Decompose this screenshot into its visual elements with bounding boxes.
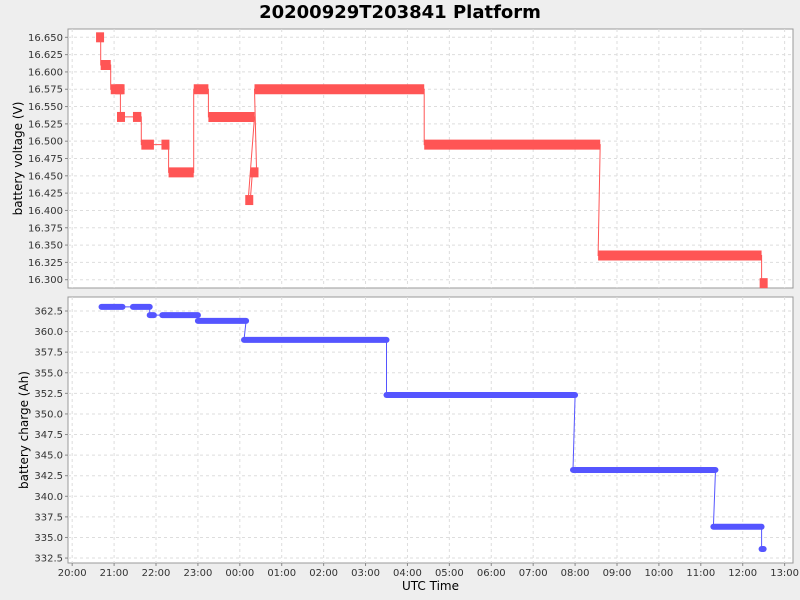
voltage-y-axis-title: battery voltage (V) bbox=[11, 102, 25, 216]
voltage-y-axis: 16.300 16.325 16.350 16.375 16.400 16.425 16.4… bbox=[28, 33, 68, 286]
charge-series bbox=[98, 303, 767, 552]
y-tick-label: 16.325 bbox=[28, 258, 63, 269]
x-tick-label: 10:00 bbox=[644, 568, 673, 579]
y-tick-label: 16.650 bbox=[28, 33, 63, 44]
y-tick-label: 352.5 bbox=[34, 389, 63, 400]
y-tick-label: 335.0 bbox=[34, 533, 63, 544]
y-tick-label: 355.0 bbox=[34, 368, 63, 379]
y-tick-label: 16.575 bbox=[28, 85, 63, 96]
x-axis-title: UTC Time bbox=[402, 579, 459, 593]
x-tick-label: 03:00 bbox=[351, 568, 380, 579]
x-tick-label: 02:00 bbox=[309, 568, 338, 579]
x-tick-label: 20:00 bbox=[58, 568, 87, 579]
y-tick-label: 340.0 bbox=[34, 492, 63, 503]
y-tick-label: 16.600 bbox=[28, 67, 63, 78]
y-tick-label: 360.0 bbox=[34, 327, 63, 338]
voltage-series bbox=[96, 32, 768, 289]
x-tick-label: 09:00 bbox=[603, 568, 632, 579]
charge-y-axis: 332.5 335.0 337.5 340.0 342.5 345.0 347.5 350.0… bbox=[34, 307, 68, 565]
x-tick-label: 00:00 bbox=[225, 568, 254, 579]
charge-plot-area bbox=[67, 296, 794, 564]
y-tick-label: 342.5 bbox=[34, 471, 63, 482]
y-tick-label: 337.5 bbox=[34, 512, 63, 523]
y-tick-label: 362.5 bbox=[34, 307, 63, 318]
y-tick-label: 350.0 bbox=[34, 409, 63, 420]
y-tick-label: 16.350 bbox=[28, 241, 63, 252]
y-tick-label: 332.5 bbox=[34, 554, 63, 565]
y-tick-label: 16.525 bbox=[28, 119, 63, 130]
x-tick-label: 12:00 bbox=[728, 568, 757, 579]
y-tick-label: 16.300 bbox=[28, 275, 63, 286]
x-tick-label: 08:00 bbox=[561, 568, 590, 579]
y-tick-label: 16.450 bbox=[28, 171, 63, 182]
y-tick-label: 16.425 bbox=[28, 189, 63, 200]
x-tick-label: 13:00 bbox=[770, 568, 799, 579]
time-x-axis: 20:00 21:00 22:00 23:00 00:00 01:00 02:00 03:00… bbox=[58, 563, 799, 579]
x-tick-label: 06:00 bbox=[477, 568, 506, 579]
y-tick-label: 347.5 bbox=[34, 430, 63, 441]
y-tick-label: 16.375 bbox=[28, 223, 63, 234]
y-tick-label: 16.475 bbox=[28, 154, 63, 165]
chart-title: 20200929T203841 Platform bbox=[259, 2, 541, 23]
y-tick-label: 16.500 bbox=[28, 137, 63, 148]
x-tick-label: 22:00 bbox=[142, 568, 171, 579]
x-tick-label: 21:00 bbox=[100, 568, 129, 579]
voltage-panel: 16.300 16.325 16.350 16.375 16.400 16.425 16.4… bbox=[11, 28, 794, 289]
charge-panel: 332.5 335.0 337.5 340.0 342.5 345.0 347.5 350.0… bbox=[17, 296, 799, 593]
y-tick-label: 16.625 bbox=[28, 50, 63, 61]
y-tick-label: 357.5 bbox=[34, 348, 63, 359]
y-tick-label: 16.550 bbox=[28, 102, 63, 113]
x-tick-label: 11:00 bbox=[686, 568, 715, 579]
x-tick-label: 01:00 bbox=[267, 568, 296, 579]
x-tick-label: 07:00 bbox=[519, 568, 548, 579]
charge-grid bbox=[68, 297, 793, 563]
x-tick-label: 23:00 bbox=[183, 568, 212, 579]
x-tick-label: 04:00 bbox=[393, 568, 422, 579]
y-tick-label: 16.400 bbox=[28, 206, 63, 217]
x-tick-label: 05:00 bbox=[435, 568, 464, 579]
charge-y-axis-title: battery charge (Ah) bbox=[17, 371, 31, 489]
y-tick-label: 345.0 bbox=[34, 451, 63, 462]
